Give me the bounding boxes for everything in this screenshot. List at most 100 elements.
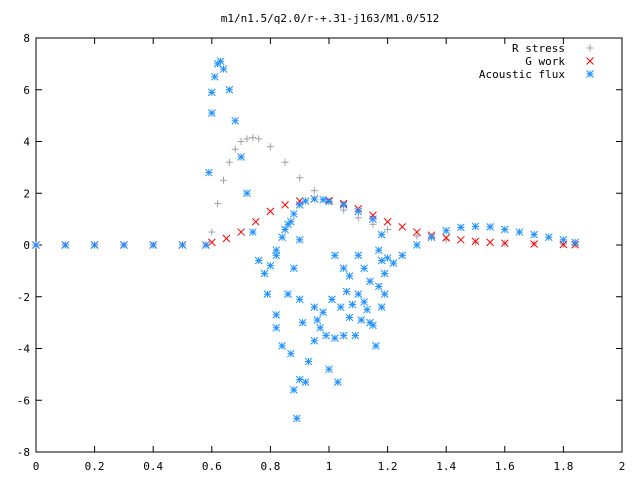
marker-stroke [351,331,360,340]
legend-marker [586,57,594,65]
x-tick-label: 2 [619,460,626,473]
data-point [360,298,369,306]
data-point [530,240,538,248]
data-point [289,264,298,273]
series-2 [32,57,579,423]
data-point [295,295,304,304]
data-point [255,135,263,143]
marker-stroke [374,246,383,255]
marker-stroke [380,269,389,278]
data-point [339,331,348,340]
marker-stroke [325,365,333,374]
data-point [328,295,336,304]
data-point [289,210,298,218]
marker-stroke [331,251,339,260]
data-point [243,135,251,143]
marker-stroke [515,228,524,236]
marker-stroke [301,378,310,386]
data-point [530,230,538,239]
marker-stroke [530,230,538,239]
marker-stroke [345,313,354,322]
data-point [500,239,509,248]
data-point [342,287,351,296]
data-point [231,116,240,125]
marker-stroke [486,238,495,247]
x-tick-label: 0 [33,460,40,473]
data-point [178,241,187,249]
data-point [216,57,225,66]
marker-stroke [61,241,70,249]
marker-stroke [237,228,245,236]
data-point [322,331,330,340]
y-tick-label: 0 [23,239,30,252]
marker-stroke [456,235,465,244]
data-point [310,336,319,345]
data-point [266,207,275,216]
data-point [278,342,286,350]
y-tick-label: 2 [23,187,30,200]
marker-stroke [266,207,275,216]
data-point [336,303,345,311]
marker-stroke [149,241,158,249]
marker-stroke [237,153,245,161]
marker-stroke [281,201,289,209]
data-point [325,197,333,206]
marker-stroke [389,259,398,267]
data-point [369,211,377,220]
data-point [354,251,363,260]
data-point [515,228,524,236]
marker-stroke [295,197,304,205]
marker-stroke [500,239,509,248]
data-point [372,342,380,350]
marker-stroke [216,57,225,66]
data-point [289,386,298,394]
marker-stroke [398,223,407,231]
marker-stroke [219,65,228,73]
data-point [266,143,274,151]
data-point [287,217,295,226]
marker-stroke [295,375,304,384]
marker-stroke [380,290,389,299]
data-point [544,233,553,242]
data-point [298,318,307,327]
marker-stroke [251,217,260,226]
data-point [296,174,304,182]
data-point [214,200,222,208]
marker-stroke [328,295,336,304]
series-0 [32,134,579,249]
data-point [486,238,495,247]
data-point [456,235,465,244]
marker-stroke [313,316,322,324]
marker-stroke [292,414,301,423]
marker-stroke [222,234,231,243]
data-point [331,251,339,260]
marker-stroke [342,287,351,296]
marker-stroke [374,282,383,291]
legend-label: G work [525,55,565,68]
marker-stroke [281,225,289,234]
x-tick-label: 0.6 [202,460,222,473]
marker-stroke [366,277,374,286]
chart-title: m1/n1.5/q2.0/r-+.31-j163/M1.0/512 [221,12,440,25]
marker-stroke [413,228,421,236]
marker-stroke [354,290,363,299]
marker-stroke [263,290,272,299]
data-point [272,251,281,260]
data-point [260,269,269,278]
marker-stroke [360,298,369,306]
series-layer [32,57,579,423]
marker-stroke [266,261,275,270]
data-point [559,235,568,244]
data-point [295,235,304,244]
data-point [369,321,377,330]
y-tick-label: -6 [17,394,30,407]
marker-stroke [287,349,295,358]
marker-stroke [360,264,369,273]
y-tick-label: -8 [17,446,30,459]
marker-stroke [331,334,339,343]
data-point [248,228,257,236]
marker-stroke [289,210,298,218]
y-tick-label: 4 [23,136,30,149]
data-point [90,241,99,249]
marker-stroke [310,303,319,311]
